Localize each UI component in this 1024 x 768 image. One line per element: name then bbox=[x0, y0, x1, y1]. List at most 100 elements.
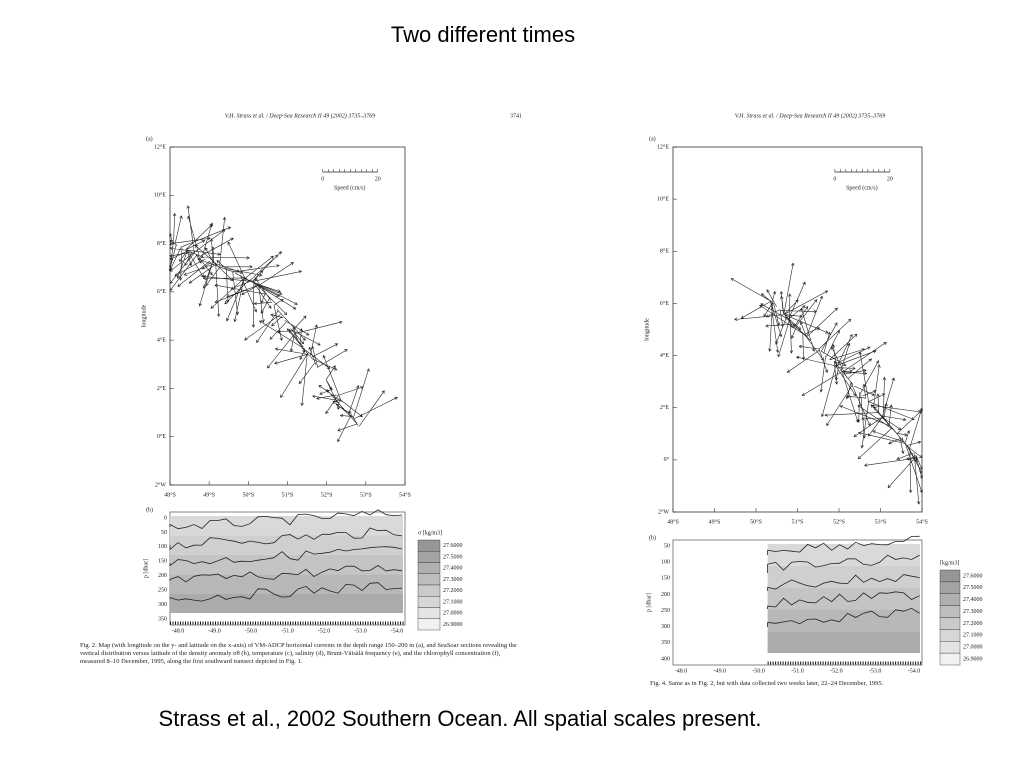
x-tick-label: 48°S bbox=[164, 491, 176, 498]
figure-header: V.H. Strass et al. / Deep-Sea Research I… bbox=[225, 112, 375, 119]
section-y-tick-label: 300 bbox=[158, 602, 167, 608]
section-y-tick-label: 400 bbox=[661, 656, 670, 662]
panel-label: (b) bbox=[649, 534, 656, 541]
current-vectors bbox=[730, 262, 923, 505]
section-y-label: p [dbar] bbox=[646, 593, 652, 612]
x-tick-label: 52°S bbox=[321, 491, 333, 498]
legend-swatch bbox=[939, 641, 961, 654]
legend-title: [kg/m3] bbox=[940, 560, 959, 566]
section-contour bbox=[767, 535, 920, 555]
section-contour bbox=[767, 574, 920, 591]
legend-label: 26.9000 bbox=[443, 622, 463, 628]
x-tick-label: 53°S bbox=[360, 491, 372, 498]
section-y-tick-label: 100 bbox=[661, 560, 670, 566]
section-x-tick-label: -50.0 bbox=[245, 628, 258, 634]
y-tick-label: 4°E bbox=[157, 337, 166, 344]
y-axis-label: longitude bbox=[141, 304, 147, 327]
legend-swatch bbox=[939, 617, 961, 630]
section-y-tick-label: 200 bbox=[158, 573, 167, 579]
figure-caption: Fig. 2. Map (with longitude on the y- an… bbox=[80, 642, 517, 665]
legend-swatch bbox=[417, 607, 441, 619]
y-tick-label: 10°E bbox=[154, 192, 166, 199]
y-tick-label: 2°E bbox=[660, 404, 669, 411]
figure-caption: Fig. 4. Same as in Fig. 2, but with data… bbox=[650, 680, 884, 687]
legend-swatch bbox=[417, 551, 441, 563]
section-x-tick-label: -54.0 bbox=[391, 628, 404, 634]
legend-swatch bbox=[417, 573, 441, 586]
x-tick-label: 51°S bbox=[792, 518, 804, 525]
section-shade bbox=[767, 565, 920, 588]
section-shade bbox=[170, 554, 403, 575]
section-contour bbox=[169, 582, 403, 602]
y-tick-label: 10°E bbox=[657, 196, 669, 203]
legend-swatch bbox=[939, 569, 961, 583]
section-shade bbox=[767, 631, 920, 653]
legend-title: σ [kg/m3] bbox=[418, 530, 442, 536]
x-tick-label: 49°S bbox=[709, 518, 721, 525]
y-axis-label: longitude bbox=[644, 318, 650, 341]
section-y-tick-label: 100 bbox=[158, 544, 167, 550]
legend-swatch bbox=[939, 605, 961, 618]
y-tick-label: 8°E bbox=[660, 248, 669, 255]
legend-swatch bbox=[417, 584, 441, 597]
speed-tick-label: 0 bbox=[833, 176, 836, 182]
legend-label: 26.9000 bbox=[963, 656, 983, 662]
current-vectors bbox=[168, 205, 398, 443]
section-y-tick-label: 200 bbox=[661, 592, 670, 598]
x-tick-label: 54°S bbox=[916, 518, 928, 525]
legend-label: 27.5000 bbox=[443, 554, 463, 560]
map-frame bbox=[169, 146, 406, 486]
legend-label: 27.2000 bbox=[963, 621, 983, 627]
x-tick-label: 54°S bbox=[399, 491, 411, 498]
section-contour bbox=[169, 527, 403, 551]
y-tick-label: 2°W bbox=[155, 481, 166, 488]
slide-caption: Strass et al., 2002 Southern Ocean. All … bbox=[159, 706, 762, 731]
y-tick-label: 6°E bbox=[157, 288, 166, 295]
legend-label: 27.4000 bbox=[963, 597, 983, 603]
section-y-tick-label: 50 bbox=[664, 543, 670, 549]
speed-tick-label: 20 bbox=[887, 176, 893, 182]
speed-tick-label: 0 bbox=[321, 176, 324, 182]
section-contour bbox=[767, 591, 920, 609]
section-x-tick-label: -52.0 bbox=[318, 628, 331, 634]
section-y-tick-label: 300 bbox=[661, 624, 670, 630]
x-tick-label: 51°S bbox=[282, 491, 294, 498]
panel-label: (a) bbox=[649, 135, 656, 142]
legend-swatch bbox=[939, 652, 961, 666]
section-contour bbox=[767, 554, 920, 573]
section-y-tick-label: 350 bbox=[661, 640, 670, 646]
x-tick-label: 50°S bbox=[242, 491, 254, 498]
speed-tick-label: 20 bbox=[375, 176, 381, 182]
section-shade bbox=[767, 609, 920, 632]
legend-label: 27.1000 bbox=[963, 633, 983, 639]
y-tick-label: 12°E bbox=[154, 143, 166, 150]
y-tick-label: 12°E bbox=[657, 143, 669, 150]
legend-label: 27.2000 bbox=[443, 588, 463, 594]
panel-label: (b) bbox=[146, 506, 153, 513]
y-tick-label: 0°E bbox=[157, 433, 166, 440]
section-x-tick-label: -51.0 bbox=[281, 628, 294, 634]
legend-swatch bbox=[417, 618, 441, 631]
legend-swatch bbox=[939, 629, 961, 642]
section-y-tick-label: 150 bbox=[661, 576, 670, 582]
section-contour bbox=[169, 565, 403, 583]
x-tick-label: 53°S bbox=[875, 518, 887, 525]
y-tick-label: 4°E bbox=[660, 352, 669, 359]
section-y-tick-label: 250 bbox=[158, 588, 167, 594]
y-tick-label: 2°E bbox=[157, 385, 166, 392]
legend-label: 27.6000 bbox=[963, 573, 983, 579]
legend-label: 27.6000 bbox=[443, 543, 463, 549]
section-y-tick-label: 350 bbox=[158, 616, 167, 622]
legend-swatch bbox=[417, 539, 441, 552]
section-shade bbox=[170, 535, 403, 555]
legend-swatch bbox=[417, 562, 441, 574]
panel-label: (a) bbox=[146, 135, 153, 142]
section-y-tick-label: 0 bbox=[164, 515, 167, 521]
section-x-tick-label: -52.0 bbox=[830, 668, 843, 674]
section-x-tick-label: -49.0 bbox=[208, 628, 221, 634]
section-x-tick-label: -51.0 bbox=[791, 668, 804, 674]
section-y-tick-label: 150 bbox=[158, 559, 167, 565]
y-tick-label: 0° bbox=[664, 456, 670, 463]
legend-label: 27.1000 bbox=[443, 599, 463, 605]
